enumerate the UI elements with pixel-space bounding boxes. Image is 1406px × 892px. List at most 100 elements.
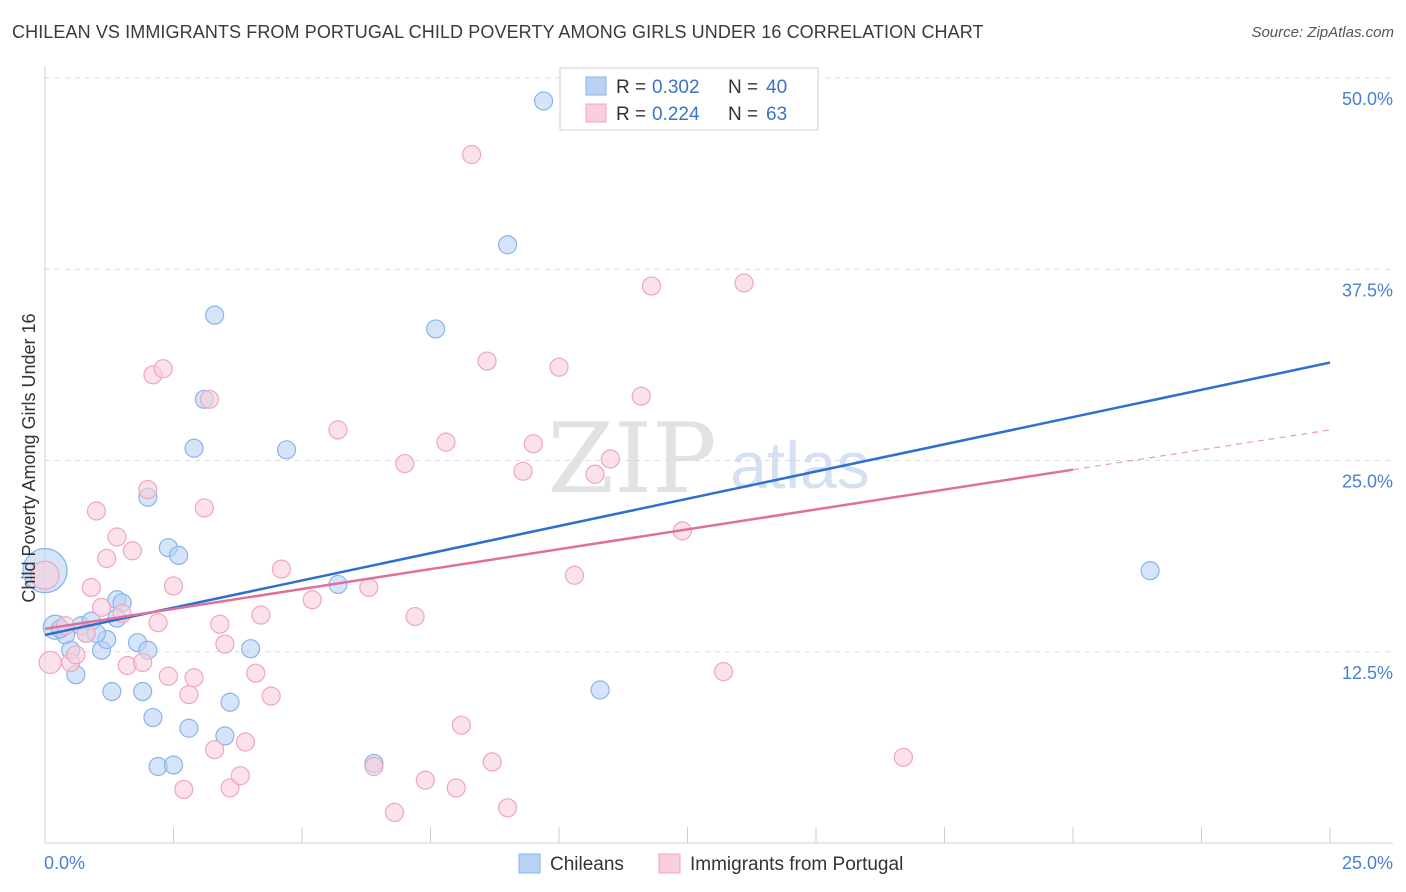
- chileans-point: [276, 440, 297, 460]
- portugal-point: [66, 645, 86, 665]
- chileans-point: [220, 692, 240, 712]
- portugal-point: [235, 732, 256, 752]
- portugal-point: [415, 770, 435, 790]
- portugal-point: [302, 590, 322, 610]
- chileans-point: [184, 438, 204, 458]
- portugal-point: [158, 666, 178, 686]
- chileans-point: [241, 639, 261, 659]
- portugal-point: [395, 453, 415, 474]
- portugal-point: [138, 479, 158, 500]
- bottom-legend-label-portugal: Immigrants from Portugal: [690, 854, 903, 875]
- y-tick-label: 25.0%: [1342, 472, 1393, 492]
- portugal-point: [451, 715, 471, 735]
- portugal-point: [600, 449, 621, 469]
- portugal-point: [117, 655, 137, 676]
- portugal-point: [38, 650, 62, 675]
- portugal-point: [523, 434, 543, 454]
- portugal-point: [564, 565, 585, 585]
- portugal-point: [148, 613, 168, 633]
- portugal-point: [482, 752, 502, 772]
- chileans-point: [426, 319, 446, 339]
- chileans-point: [215, 726, 235, 746]
- portugal-point: [251, 605, 271, 625]
- chart-title: CHILEAN VS IMMIGRANTS FROM PORTUGAL CHIL…: [12, 22, 984, 42]
- legend-r-value-1: 0.302: [652, 77, 700, 98]
- portugal-point: [405, 606, 425, 627]
- x-tick-label-min: 0.0%: [44, 853, 85, 873]
- legend-swatch-chileans: [585, 76, 607, 96]
- portugal-point: [97, 548, 117, 569]
- trend-lines: [44, 361, 1331, 637]
- portugal-point: [641, 276, 662, 296]
- portugal-point: [133, 652, 153, 673]
- y-axis-title: Child Poverty Among Girls Under 16: [19, 313, 39, 602]
- portugal-point: [271, 559, 292, 579]
- portugal-point: [205, 740, 225, 760]
- portugal-point: [261, 686, 281, 706]
- portugal-point: [364, 756, 384, 777]
- portugal-point: [215, 634, 235, 654]
- portugal-point: [86, 501, 107, 521]
- portugal-point: [230, 766, 250, 786]
- portugal-point: [549, 357, 569, 377]
- legend-n-value-1: 40: [766, 77, 787, 98]
- y-tick-label: 37.5%: [1342, 280, 1393, 300]
- portugal-point: [446, 778, 466, 798]
- legend-swatch-portugal: [585, 103, 607, 123]
- axes: 12.5% 25.0% 37.5% 50.0%: [44, 66, 1393, 844]
- portugal-point: [359, 577, 379, 598]
- bottom-legend-swatch-portugal: [658, 853, 681, 874]
- portugal-point: [384, 802, 405, 823]
- portugal-point: [174, 779, 194, 800]
- legend: R = 0.302 N = 40 R = 0.224 N = 63: [559, 67, 819, 131]
- portugal-point: [585, 464, 605, 484]
- portugal-point: [153, 359, 173, 379]
- legend-n-label-2: N =: [728, 104, 758, 125]
- portugal-point: [179, 684, 199, 705]
- portugal-point: [462, 144, 482, 165]
- portugal-point: [246, 663, 266, 683]
- portugal-point: [734, 273, 754, 293]
- chileans-point: [169, 545, 189, 565]
- chileans-point: [590, 680, 610, 700]
- portugal-trend-line: [44, 468, 1074, 631]
- chileans-point: [205, 305, 225, 325]
- chileans-trend-line: [44, 361, 1331, 637]
- source-label: Source: ZipAtlas.com: [1251, 24, 1394, 41]
- portugal-point: [220, 778, 240, 798]
- portugal-point: [328, 420, 348, 440]
- portugal-point: [477, 351, 497, 371]
- portugal-point: [76, 623, 96, 643]
- legend-r-value-2: 0.224: [652, 104, 700, 125]
- chileans-point: [498, 235, 518, 255]
- chileans-point: [533, 91, 554, 111]
- x-tick-label-max: 25.0%: [1342, 853, 1393, 873]
- bottom-legend: Chileans Immigrants from Portugal: [518, 853, 903, 875]
- portugal-point: [498, 798, 518, 818]
- watermark: ZIP atlas: [547, 403, 869, 515]
- portugal-point: [713, 662, 734, 682]
- chileans-point: [1140, 561, 1160, 581]
- legend-n-value-2: 63: [766, 104, 787, 125]
- portugal-trend-line-extension: [1072, 429, 1331, 471]
- portugal-point: [194, 498, 214, 518]
- y-tick-label: 50.0%: [1342, 89, 1393, 109]
- portugal-point: [107, 527, 127, 547]
- portugal-point: [513, 461, 533, 481]
- chileans-point: [133, 681, 153, 702]
- portugal-point: [30, 560, 60, 590]
- watermark-zip: ZIP: [547, 403, 716, 515]
- portugal-point: [631, 386, 651, 406]
- chileans-point: [163, 755, 184, 775]
- legend-r-label-2: R =: [616, 104, 646, 125]
- portugal-point: [893, 747, 913, 767]
- y-tick-label: 12.5%: [1342, 663, 1393, 683]
- chileans-point: [179, 718, 199, 738]
- portugal-point: [91, 597, 112, 617]
- bottom-legend-label-chileans: Chileans: [550, 854, 624, 875]
- chileans-point: [102, 681, 122, 702]
- grid: [45, 77, 1393, 653]
- portugal-point: [210, 614, 230, 634]
- bottom-legend-swatch-chileans: [518, 853, 541, 874]
